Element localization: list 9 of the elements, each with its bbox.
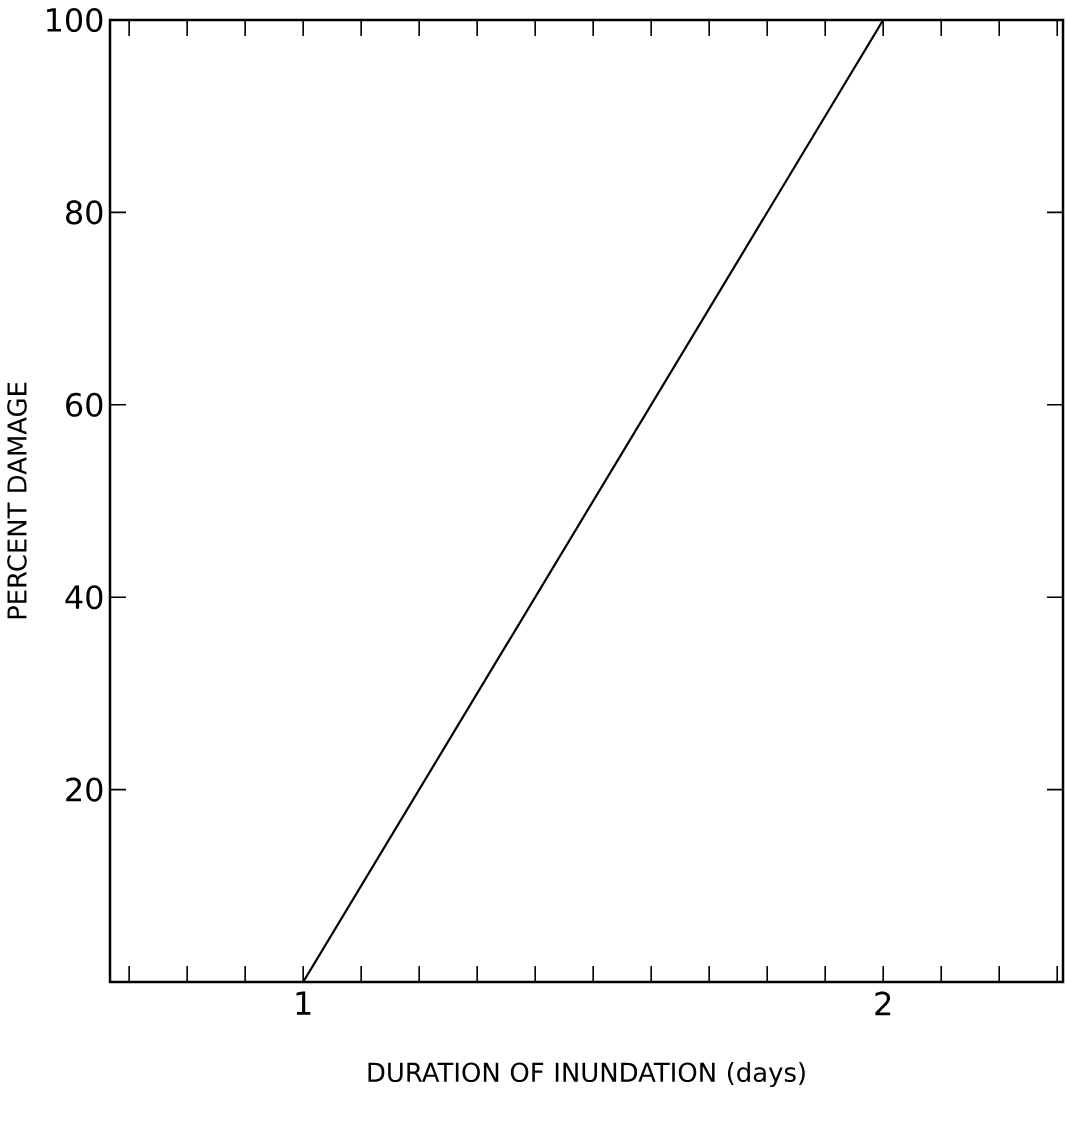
y-tick-label: 60 [66,392,103,417]
x-tick-label: 1 [296,991,311,1015]
y-tick-label: 20 [66,777,103,802]
y-axis-title: PERCENT DAMAGE [7,382,27,619]
y-tick-label: 40 [65,585,103,610]
y-tick-label: 100 [47,7,103,33]
x-axis-title: DURATION OF INUNDATION (days) [368,1062,805,1088]
x-tick-label: 2 [875,991,891,1016]
y-tick-label: 80 [66,200,103,225]
